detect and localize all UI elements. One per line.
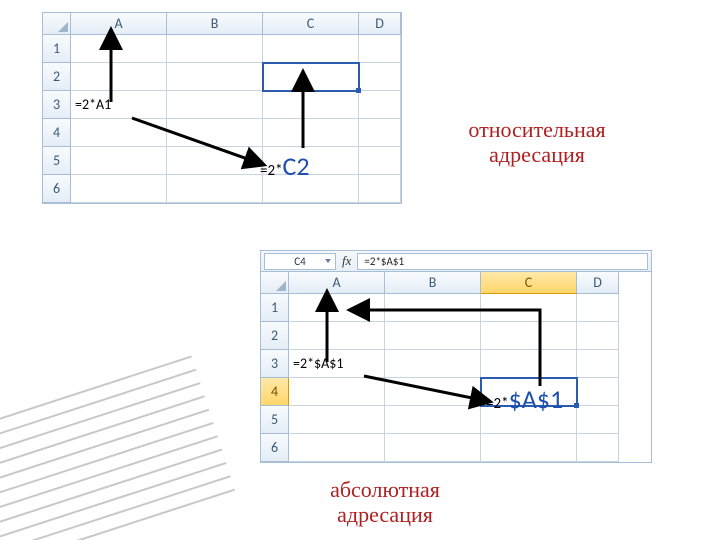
row-header-4-selected[interactable]: 4: [261, 378, 289, 406]
col-header-B[interactable]: B: [167, 13, 263, 35]
cell-D6[interactable]: [359, 175, 401, 203]
col-header-C[interactable]: C: [263, 13, 359, 35]
arrow-b-C4-back-to-A1: [350, 300, 570, 392]
col-header-D[interactable]: D: [359, 13, 401, 35]
row-header-2[interactable]: 2: [261, 322, 289, 350]
arrow-A3-to-overlay: [128, 112, 268, 172]
formula-bar[interactable]: =2*$A$1: [357, 253, 648, 270]
caption-absolute-text: абсолютная адресация: [330, 477, 440, 528]
cell-D2[interactable]: [577, 322, 619, 350]
caption-relative-text: относительная адресация: [468, 117, 605, 168]
col-header-B[interactable]: B: [385, 272, 481, 294]
col-header-A[interactable]: A: [289, 272, 385, 294]
row-header-5[interactable]: 5: [261, 406, 289, 434]
cell-D2[interactable]: [359, 63, 401, 91]
col-header-D[interactable]: D: [577, 272, 619, 294]
row-header-6[interactable]: 6: [261, 434, 289, 462]
decorative-hatch: [0, 355, 253, 540]
cell-D5[interactable]: [577, 406, 619, 434]
cell-D3[interactable]: [359, 91, 401, 119]
cell-D1[interactable]: [359, 35, 401, 63]
cell-A6[interactable]: [289, 434, 385, 462]
col-header-C-selected[interactable]: C: [481, 272, 577, 294]
arrow-overlay-up-to-C2: [288, 74, 318, 152]
cell-A6[interactable]: [71, 175, 167, 203]
row-header-4[interactable]: 4: [43, 119, 71, 147]
cell-B6[interactable]: [385, 434, 481, 462]
cell-C1[interactable]: [263, 35, 359, 63]
row-header-1[interactable]: 1: [261, 294, 289, 322]
caption-absolute: абсолютная адресация: [300, 478, 470, 529]
cell-B1[interactable]: [167, 35, 263, 63]
cell-A5[interactable]: [289, 406, 385, 434]
cell-D6[interactable]: [577, 434, 619, 462]
select-all-corner[interactable]: [261, 272, 289, 294]
slide-canvas: A B C D 1 2 3=2*A1 4 5 6 =2*C2 относител…: [0, 0, 720, 540]
caption-relative: относительная адресация: [442, 118, 632, 169]
row-header-6[interactable]: 6: [43, 175, 71, 203]
name-box[interactable]: C4: [264, 253, 336, 270]
cell-D3[interactable]: [577, 350, 619, 378]
row-header-3[interactable]: 3: [261, 350, 289, 378]
cell-D4[interactable]: [577, 378, 619, 406]
row-header-3[interactable]: 3: [43, 91, 71, 119]
overlay-formula-absolute: =2*$A$1: [486, 383, 563, 415]
formula-ref: C2: [283, 150, 310, 182]
select-all-corner[interactable]: [43, 13, 71, 35]
formula-ref: $A$1: [509, 383, 564, 415]
cell-D5[interactable]: [359, 147, 401, 175]
formula-prefix: =2*: [486, 395, 509, 413]
cell-B2[interactable]: [167, 63, 263, 91]
arrow-b-A3-up-to-A1: [312, 294, 342, 366]
row-header-5[interactable]: 5: [43, 147, 71, 175]
overlay-formula-relative: =2*C2: [260, 150, 310, 182]
cell-B6[interactable]: [167, 175, 263, 203]
formula-prefix: =2*: [260, 162, 283, 180]
row-header-1[interactable]: 1: [43, 35, 71, 63]
cell-D1[interactable]: [577, 294, 619, 322]
cell-C6[interactable]: [481, 434, 577, 462]
cell-D4[interactable]: [359, 119, 401, 147]
row-header-2[interactable]: 2: [43, 63, 71, 91]
cell-B5[interactable]: [385, 406, 481, 434]
arrow-A3-up-to-A1: [96, 32, 126, 106]
fx-button[interactable]: fx: [336, 253, 357, 269]
fx-icon: fx: [342, 253, 351, 269]
